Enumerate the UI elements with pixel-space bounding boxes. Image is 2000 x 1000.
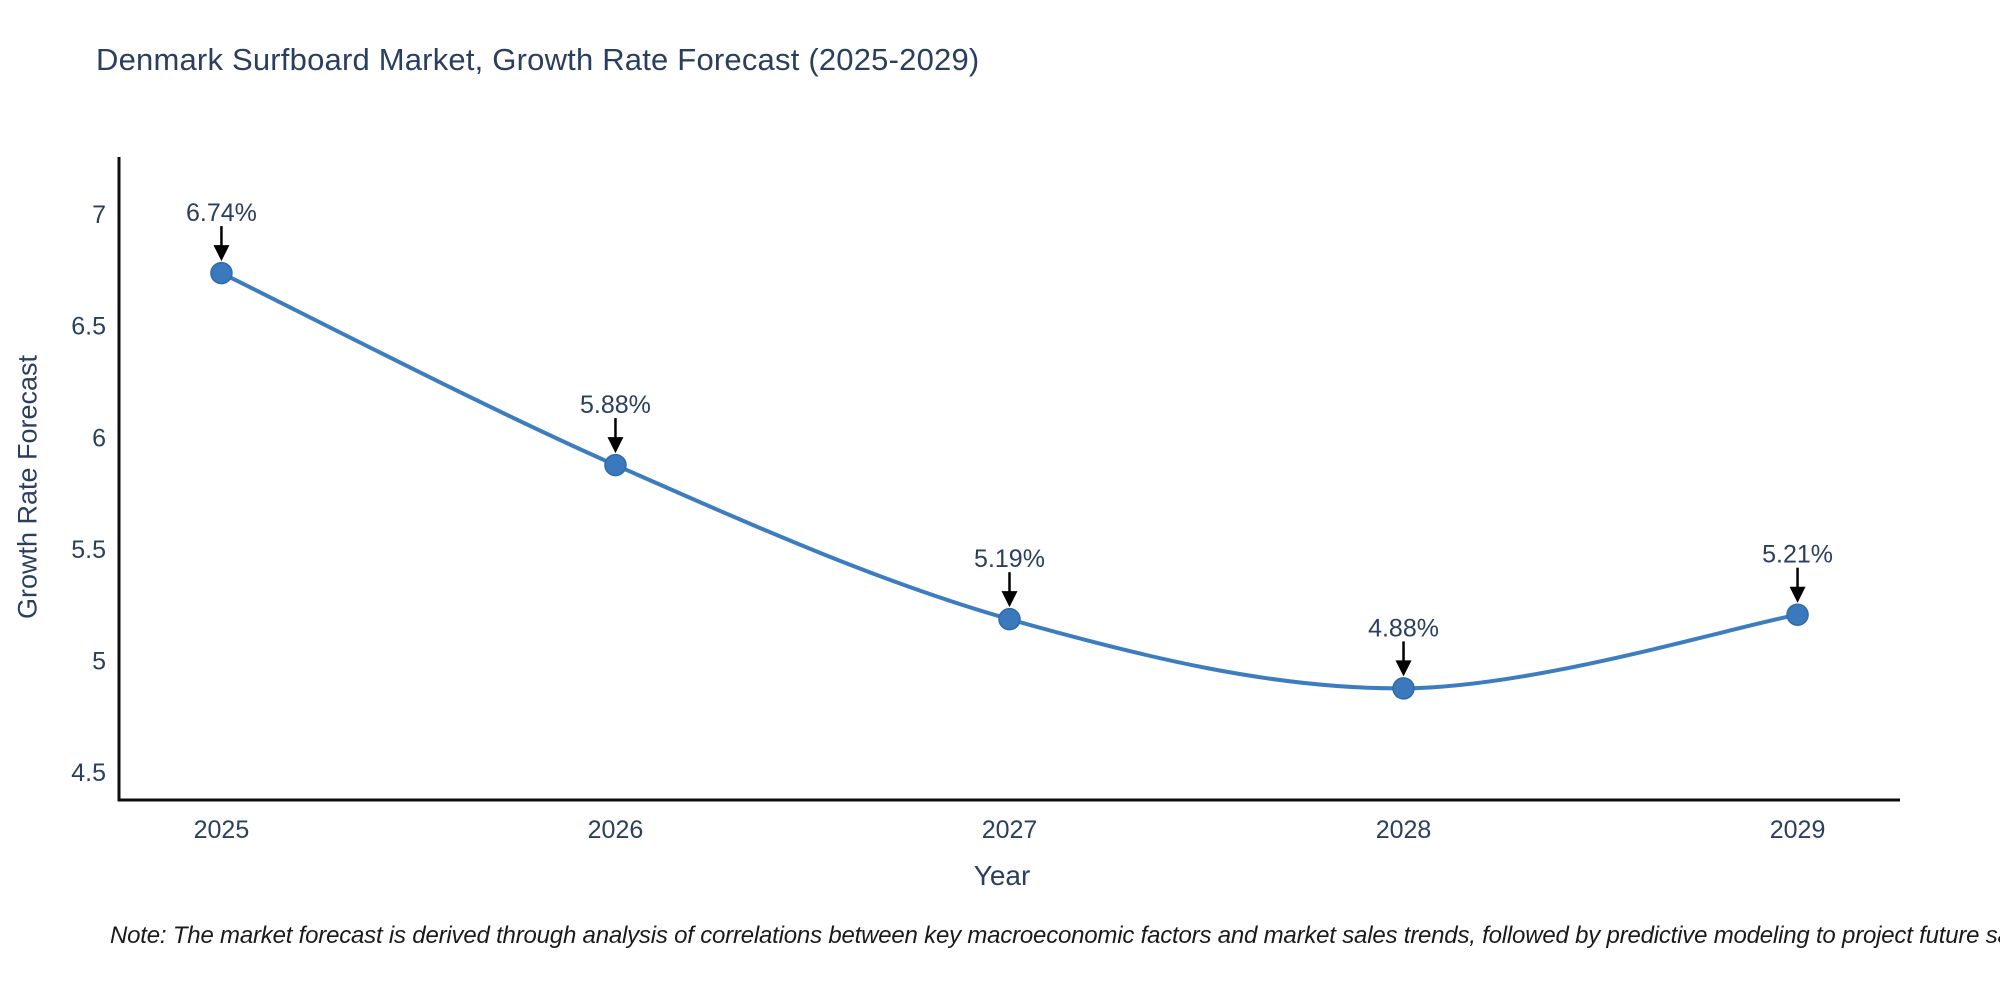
data-point-label: 5.21% — [1762, 541, 1833, 569]
y-tick-label: 6.5 — [71, 313, 106, 341]
data-point-marker — [210, 261, 233, 285]
annotation-arrowhead — [1001, 591, 1018, 608]
chart-title: Denmark Surfboard Market, Growth Rate Fo… — [96, 42, 980, 77]
footnote-text: Note: The market forecast is derived thr… — [110, 922, 2000, 949]
x-tick-label: 2026 — [588, 816, 644, 844]
data-point-label: 6.74% — [186, 199, 257, 227]
data-point-marker — [998, 607, 1021, 631]
x-axis-title: Year — [973, 860, 1031, 891]
y-tick-label: 6 — [92, 424, 106, 452]
data-point-label: 5.19% — [974, 545, 1045, 573]
x-tick-label: 2028 — [1376, 816, 1432, 844]
data-point-label: 5.88% — [580, 391, 651, 419]
y-tick-label: 5.5 — [71, 536, 106, 564]
data-point-label: 4.88% — [1368, 614, 1439, 642]
data-point-marker — [1392, 677, 1415, 700]
data-point-marker — [604, 453, 627, 477]
y-axis-title: Growth Rate Forecast — [12, 354, 43, 620]
x-tick-label: 2025 — [194, 816, 250, 844]
y-tick-label: 7 — [92, 201, 106, 229]
x-tick-label: 2029 — [1770, 816, 1826, 844]
data-point-marker — [1786, 603, 1809, 626]
annotation-arrowhead — [1395, 660, 1412, 677]
annotation-arrowhead — [1789, 586, 1806, 603]
annotation-arrowhead — [213, 245, 230, 262]
x-tick-label: 2027 — [982, 816, 1038, 844]
annotation-arrowhead — [607, 437, 624, 454]
y-tick-label: 4.5 — [71, 759, 106, 787]
y-tick-label: 5 — [92, 648, 106, 676]
